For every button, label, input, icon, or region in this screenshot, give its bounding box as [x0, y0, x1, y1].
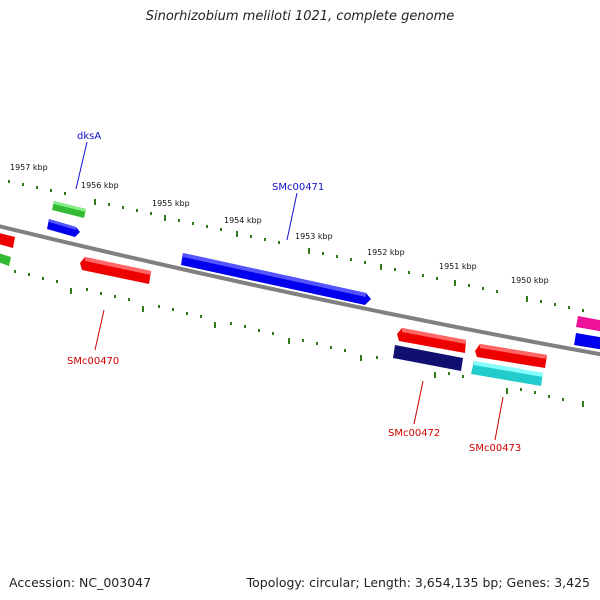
outer-tick-track: [8, 180, 584, 312]
gene-SMc00471[interactable]: [181, 253, 371, 305]
gene-left-green-edge[interactable]: [0, 252, 11, 266]
genome-summary-text: Topology: circular; Length: 3,654,135 bp…: [246, 575, 590, 590]
tick-label-1954: 1954 kbp: [224, 216, 262, 225]
tick-label-1950: 1950 kbp: [511, 276, 549, 285]
genome-backbone: [0, 224, 600, 357]
gene-left-red-edge[interactable]: [0, 232, 15, 248]
gene-label-SMc00470: SMc00470: [67, 356, 119, 367]
gene-label-dksA: dksA: [77, 131, 101, 142]
gene-right-magenta-edge[interactable]: [576, 316, 600, 332]
gene-dksA[interactable]: [47, 219, 80, 237]
accession-text: Accession: NC_003047: [9, 575, 152, 590]
tick-label-1951: 1951 kbp: [439, 262, 477, 271]
gene-label-SMc00473: SMc00473: [469, 443, 521, 454]
gene-green-upper[interactable]: [52, 201, 86, 218]
tick-label-1953: 1953 kbp: [295, 232, 333, 241]
gene-right-blue-edge[interactable]: [574, 333, 600, 350]
tick-label-1956: 1956 kbp: [81, 181, 119, 190]
gene-SMc00470[interactable]: [80, 257, 151, 284]
gene-SMc00473[interactable]: [475, 344, 547, 368]
gene-SMc00472[interactable]: [397, 328, 466, 353]
tick-label-1955: 1955 kbp: [152, 199, 190, 208]
gene-label-SMc00471: SMc00471: [272, 182, 324, 193]
gene-label-SMc00472: SMc00472: [388, 428, 440, 439]
tick-label-1957: 1957 kbp: [10, 163, 48, 172]
tick-label-1952: 1952 kbp: [367, 248, 405, 257]
gene-navy[interactable]: [393, 345, 463, 371]
map-title: Sinorhizobium meliloti 1021, complete ge…: [145, 9, 455, 24]
inner-tick-track: [14, 270, 584, 407]
gene-cyan[interactable]: [471, 361, 543, 386]
